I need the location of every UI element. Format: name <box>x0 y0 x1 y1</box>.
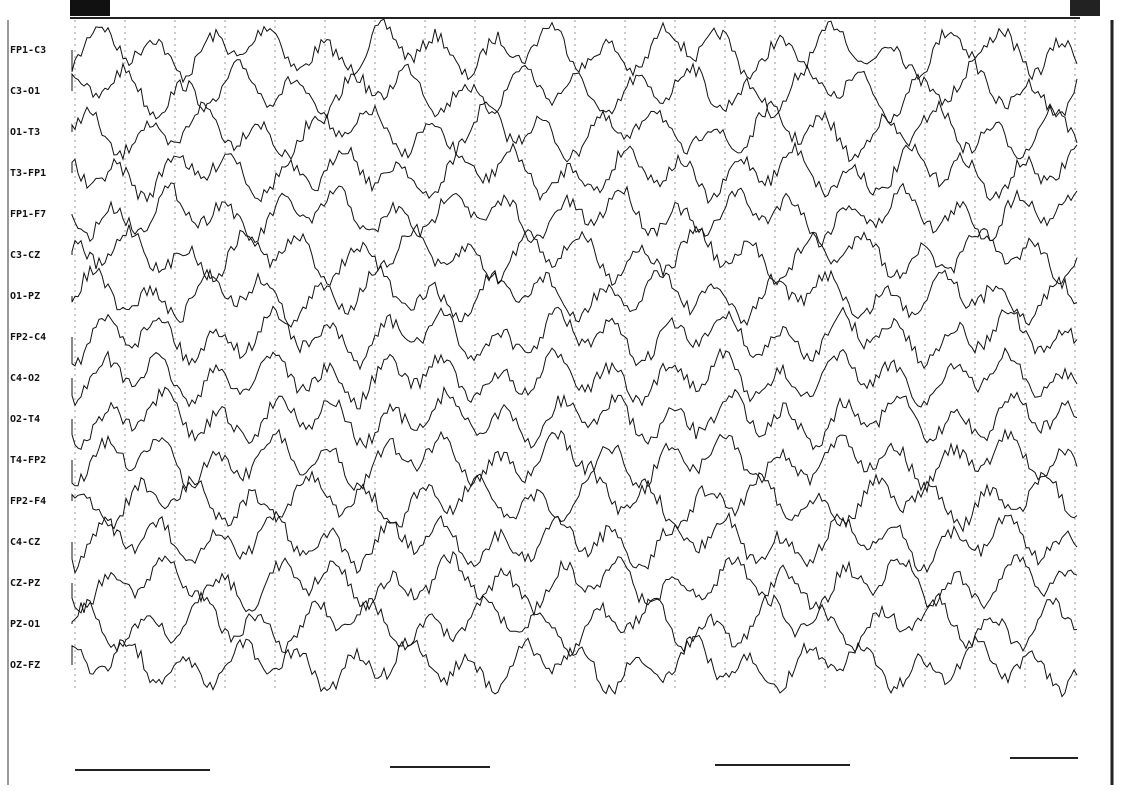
channel-label: T4-FP2 <box>10 455 46 466</box>
header-block <box>70 0 110 16</box>
channel-label: T3-FP1 <box>10 168 46 179</box>
channel-label: C3-CZ <box>10 250 40 261</box>
background <box>0 0 1125 791</box>
header-icon <box>1070 0 1100 16</box>
channel-label: OZ-FZ <box>10 660 40 671</box>
channel-label: O1-T3 <box>10 127 40 138</box>
channel-label: FP1-C3 <box>10 45 46 56</box>
channel-label: C3-O1 <box>10 86 40 97</box>
channel-label: C4-O2 <box>10 373 40 384</box>
channel-label: O2-T4 <box>10 414 40 425</box>
channel-label: FP2-C4 <box>10 332 46 343</box>
channel-label: C4-CZ <box>10 537 40 548</box>
channel-label: FP1-F7 <box>10 209 46 220</box>
channel-label: FP2-F4 <box>10 496 46 507</box>
eeg-screen: FP1-C3 C3-O1 O1-T3 T3-FP1 FP1-F7 C3-CZ O1-PZ FP… <box>0 0 1125 791</box>
channel-label: CZ-PZ <box>10 578 40 589</box>
channel-label: O1-PZ <box>10 291 40 302</box>
channel-label: PZ-O1 <box>10 619 40 630</box>
